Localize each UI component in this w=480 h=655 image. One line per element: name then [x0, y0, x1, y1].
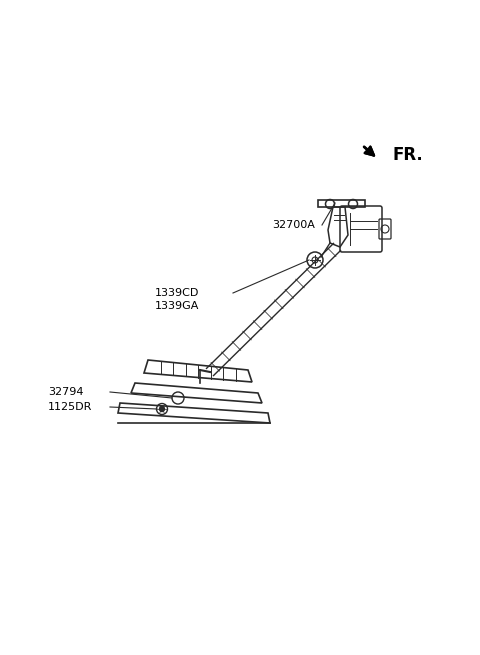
Text: 1339CD: 1339CD: [155, 288, 199, 298]
Text: 1339GA: 1339GA: [155, 301, 199, 311]
Text: FR.: FR.: [393, 146, 424, 164]
Text: 1125DR: 1125DR: [48, 402, 92, 412]
Circle shape: [159, 407, 165, 411]
Text: 32794: 32794: [48, 387, 84, 397]
Text: 32700A: 32700A: [272, 220, 315, 230]
